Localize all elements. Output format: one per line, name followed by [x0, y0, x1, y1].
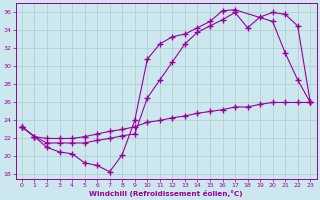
X-axis label: Windchill (Refroidissement éolien,°C): Windchill (Refroidissement éolien,°C) — [89, 190, 243, 197]
